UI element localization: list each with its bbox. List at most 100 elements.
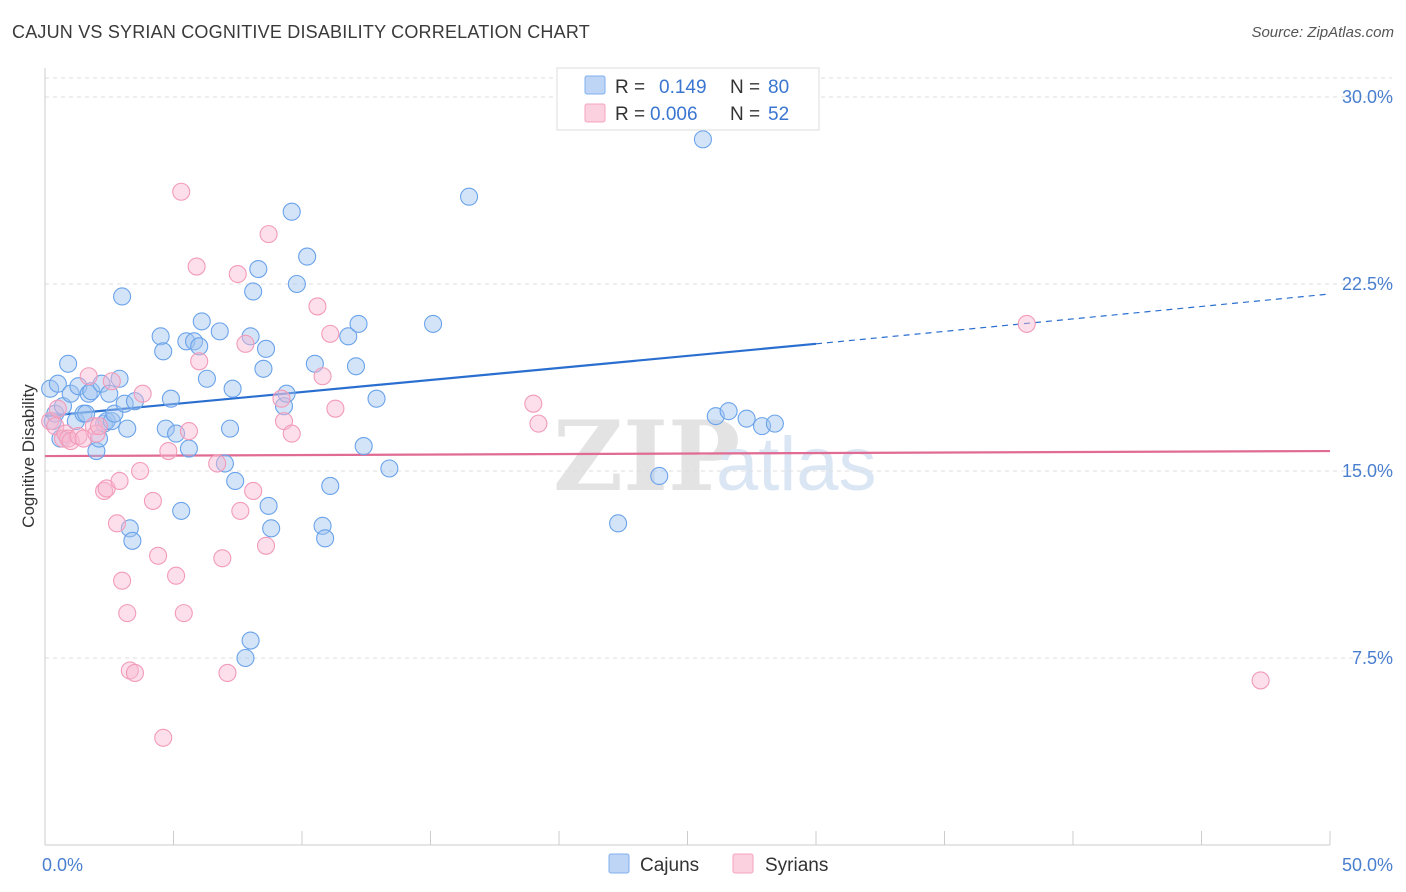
point-cajuns [118, 419, 137, 438]
point-syrians [272, 389, 291, 408]
point-cajuns [650, 466, 669, 486]
point-syrians [236, 334, 255, 353]
point-cajuns [354, 437, 373, 456]
point-syrians [172, 182, 191, 201]
point-cajuns [298, 247, 317, 266]
point-syrians [1251, 671, 1270, 690]
point-cajuns [321, 476, 340, 496]
bottom-legend: Cajuns Syrians [608, 853, 828, 876]
point-syrians [208, 454, 227, 473]
point-syrians [190, 352, 209, 371]
point-cajuns [765, 414, 784, 433]
point-syrians [321, 324, 340, 343]
data-points [41, 130, 1270, 747]
point-cajuns [215, 454, 234, 473]
bottom-legend-swatch-syrians [732, 853, 754, 874]
point-syrians [125, 663, 144, 683]
point-syrians [308, 297, 327, 316]
trend-line-syrians [44, 449, 1331, 458]
point-syrians [524, 394, 543, 413]
point-cajuns [220, 419, 240, 438]
point-cajuns [349, 314, 368, 333]
point-cajuns [113, 287, 132, 306]
bottom-legend-swatch-cajuns [608, 853, 630, 874]
point-cajuns [256, 339, 276, 358]
point-cajuns [719, 402, 738, 421]
axes [44, 68, 1331, 846]
point-syrians [118, 604, 137, 623]
point-cajuns [190, 337, 209, 356]
point-syrians [154, 728, 173, 747]
point-syrians [131, 461, 150, 481]
point-syrians [143, 491, 162, 510]
legend-swatch-syrians [584, 103, 606, 123]
point-cajuns [424, 314, 443, 333]
point-syrians [259, 225, 278, 244]
point-syrians [529, 414, 548, 433]
y-tick-label: 15.0% [1342, 461, 1393, 481]
point-syrians [110, 471, 129, 491]
watermark-zip: ZIP [553, 400, 740, 513]
point-syrians [231, 501, 250, 520]
point-syrians [69, 427, 88, 446]
x-tick-label: 0.0% [42, 855, 83, 875]
legend-n-value-2: 52 [768, 104, 789, 125]
point-cajuns [241, 631, 260, 650]
point-cajuns [339, 327, 358, 346]
point-cajuns [59, 354, 78, 373]
point-cajuns [346, 357, 366, 376]
point-syrians [84, 417, 103, 436]
point-syrians [95, 481, 114, 500]
point-syrians [174, 604, 193, 623]
point-cajuns [262, 519, 281, 538]
point-cajuns [380, 459, 399, 478]
point-cajuns [210, 322, 229, 341]
point-syrians [133, 384, 152, 403]
point-syrians [107, 514, 127, 533]
point-cajuns [249, 259, 268, 279]
point-cajuns [179, 439, 198, 458]
point-cajuns [236, 648, 255, 668]
point-cajuns [172, 501, 191, 520]
point-cajuns [192, 312, 211, 331]
y-axis-label: Cognitive Disability [19, 384, 38, 528]
point-syrians [159, 442, 178, 461]
point-syrians [244, 481, 263, 500]
legend-n-label-2: N = [730, 104, 760, 125]
legend-n-label-1: N = [730, 77, 760, 98]
point-cajuns [123, 531, 142, 550]
point-syrians [218, 663, 237, 683]
trend-lines [44, 293, 1331, 458]
watermark: ZIP atlas [553, 400, 877, 513]
watermark-atlas: atlas [716, 422, 877, 507]
point-syrians [79, 367, 98, 386]
legend-r-label-1: R = [615, 77, 645, 98]
legend-n-value-1: 80 [768, 77, 789, 98]
point-cajuns [254, 359, 273, 378]
point-cajuns [244, 282, 263, 301]
point-syrians [228, 264, 247, 284]
bottom-legend-syrians: Syrians [765, 855, 828, 876]
point-cajuns [367, 389, 386, 408]
trend-line-extension-cajuns [815, 293, 1331, 345]
chart-title: CAJUN VS SYRIAN COGNITIVE DISABILITY COR… [12, 22, 590, 42]
point-syrians [113, 571, 132, 590]
point-cajuns [185, 332, 204, 351]
source-label: Source: ZipAtlas.com [1251, 24, 1394, 41]
legend-swatch-cajuns [584, 75, 606, 95]
y-tick-label: 7.5% [1352, 648, 1393, 668]
point-cajuns [316, 529, 335, 548]
point-cajuns [151, 327, 170, 346]
point-cajuns [61, 384, 80, 403]
legend-r-value-1: 0.149 [659, 77, 707, 98]
point-cajuns [282, 202, 301, 221]
point-cajuns [197, 369, 216, 388]
point-syrians [102, 372, 121, 391]
point-cajuns [277, 384, 296, 403]
point-cajuns [161, 389, 180, 408]
point-syrians [120, 661, 139, 680]
point-cajuns [737, 409, 756, 428]
legend-r-value-2: 0.006 [650, 104, 698, 125]
point-cajuns [154, 342, 173, 361]
